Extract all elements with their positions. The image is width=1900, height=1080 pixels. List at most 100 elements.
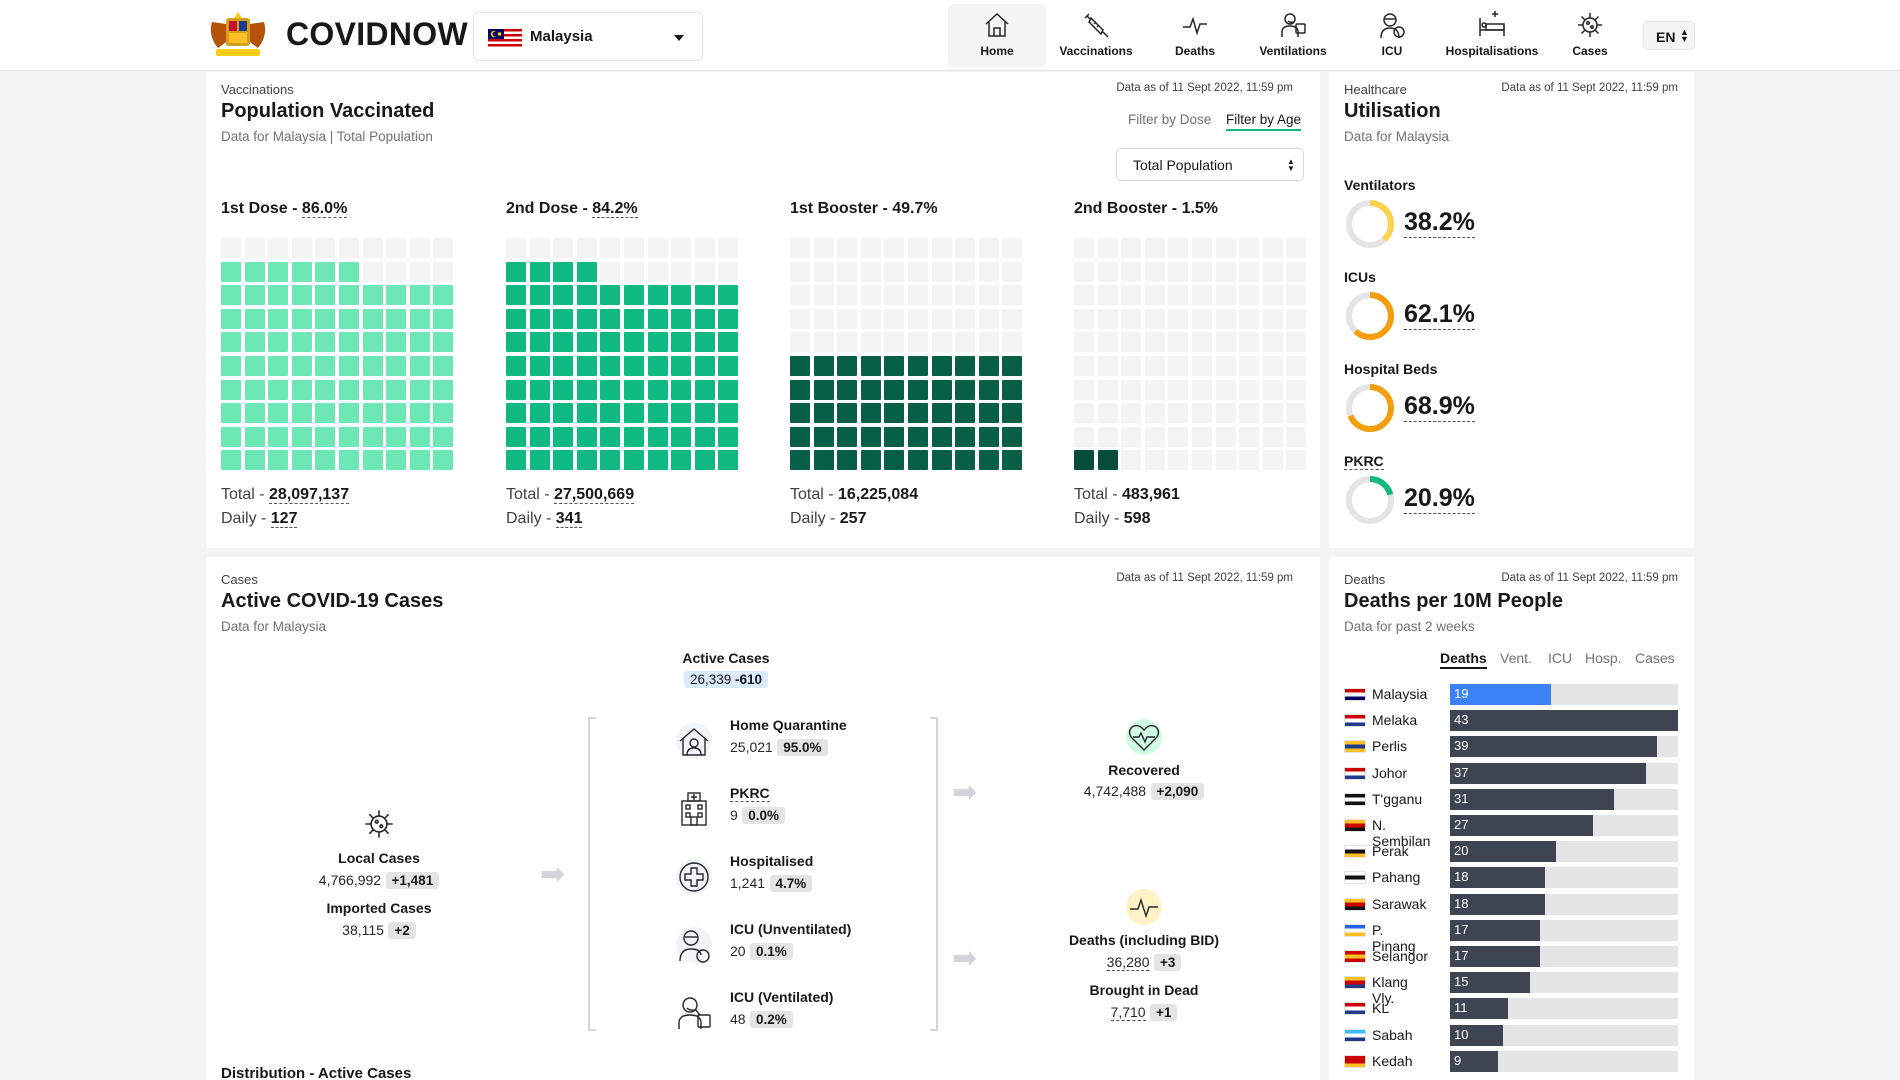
- pkrc-value[interactable]: 20.9%: [1404, 484, 1475, 514]
- waffle-cell: [694, 450, 715, 471]
- bar: 18: [1450, 867, 1546, 889]
- waffle-cell: [1168, 308, 1189, 329]
- dose-2-daily: Daily - 341: [506, 510, 583, 528]
- waffle-cell: [1239, 285, 1260, 306]
- bracket-left: [588, 717, 596, 1031]
- dose-2-label: 2nd Dose -: [506, 200, 593, 217]
- country-select[interactable]: Malaysia: [473, 12, 703, 61]
- icus-value[interactable]: 62.1%: [1404, 300, 1475, 330]
- waffle-cell: [529, 332, 550, 353]
- population-select[interactable]: Total Population ▲ ▼: [1116, 148, 1304, 181]
- pkrc-label[interactable]: PKRC: [1344, 453, 1384, 470]
- tab-hosp[interactable]: Hosp.: [1585, 650, 1622, 666]
- waffle-cell: [362, 450, 383, 471]
- dose-1-percentage[interactable]: 86.0%: [301, 200, 348, 218]
- bid-stats: 7,710 +1: [1044, 1004, 1244, 1022]
- waffle-cell: [718, 308, 739, 329]
- nav-vaccinations[interactable]: Vaccinations: [1054, 4, 1138, 67]
- waffle-cell: [813, 426, 834, 447]
- waffle-cell: [529, 355, 550, 376]
- bar-value: 39: [1454, 738, 1469, 754]
- waffle-cell: [1074, 403, 1094, 424]
- dose-2-total-value[interactable]: 27,500,669: [554, 486, 635, 504]
- hospital-beds-value[interactable]: 68.9%: [1404, 392, 1475, 422]
- waffle-cell: [1002, 379, 1023, 400]
- waffle-cell: [884, 238, 905, 258]
- breakdown-label[interactable]: PKRC: [730, 785, 770, 802]
- waffle-cell: [671, 332, 692, 353]
- bar: 37: [1450, 762, 1647, 784]
- malaysia-crest-logo[interactable]: [206, 12, 270, 58]
- ventilators-value[interactable]: 38.2%: [1404, 208, 1475, 238]
- tab-vent[interactable]: Vent.: [1500, 650, 1532, 666]
- recovered-value: 4,742,488: [1083, 783, 1147, 799]
- booster-2-daily-value: 598: [1123, 510, 1151, 527]
- tab-icu[interactable]: ICU: [1548, 650, 1573, 666]
- waffle-cell: [1144, 355, 1165, 376]
- waffle-cell: [221, 426, 241, 447]
- waffle-cell: [576, 261, 597, 282]
- active-cases-label: Active Cases: [682, 650, 770, 666]
- waffle-cell: [362, 426, 383, 447]
- waffle-cell: [837, 261, 858, 282]
- bar-label: Perak: [1372, 843, 1409, 860]
- waffle-cell: [433, 379, 454, 400]
- waffle-cell: [576, 403, 597, 424]
- nav-ventilations[interactable]: Ventilations: [1244, 4, 1342, 67]
- waffle-cell: [291, 238, 312, 258]
- waffle-cell: [1215, 403, 1236, 424]
- waffle-cell: [362, 261, 383, 282]
- waffle-cell: [907, 332, 928, 353]
- waffle-cell: [884, 403, 905, 424]
- nav-deaths[interactable]: Deaths: [1150, 4, 1240, 67]
- waffle-cell: [647, 261, 668, 282]
- waffle-cell: [884, 379, 905, 400]
- filter-by-age-tab[interactable]: Filter by Age: [1226, 112, 1302, 131]
- nav-cases[interactable]: Cases: [1550, 4, 1630, 67]
- filter-by-dose-tab[interactable]: Filter by Dose: [1128, 112, 1212, 127]
- waffle-cell: [268, 238, 289, 258]
- waffle-cell: [291, 379, 312, 400]
- dose-1-total-label: Total -: [221, 486, 270, 503]
- waffle-cell: [409, 450, 430, 471]
- waffle-cell: [790, 355, 810, 376]
- vaccination-as-of: Data as of 11 Sept 2022, 11:59 pm: [1116, 82, 1293, 94]
- breakdown-value: 1,241: [730, 875, 766, 891]
- waffle-cell: [600, 355, 621, 376]
- brand-title[interactable]: COVIDNOW: [286, 16, 468, 52]
- waffle-cell: [600, 308, 621, 329]
- waffle-cell: [433, 426, 454, 447]
- waffle-cell: [1144, 308, 1165, 329]
- bar-label: N. Sembilan: [1372, 817, 1431, 849]
- dose-2-daily-value[interactable]: 341: [555, 510, 583, 528]
- nav-deaths-label: Deaths: [1174, 44, 1215, 58]
- dose-1-daily-value[interactable]: 127: [270, 510, 298, 528]
- waffle-cell: [1239, 308, 1260, 329]
- nav-hospitalisations[interactable]: Hospitalisations: [1442, 4, 1542, 67]
- deaths-panel-kicker: Deaths: [1344, 572, 1386, 587]
- waffle-cell: [244, 332, 265, 353]
- deaths-panel-subtitle: Data for past 2 weeks: [1344, 619, 1475, 634]
- nav-icu[interactable]: ICU: [1350, 4, 1434, 67]
- tab-cases[interactable]: Cases: [1635, 650, 1675, 666]
- bid-value[interactable]: 7,710: [1110, 1004, 1146, 1021]
- language-select[interactable]: EN ▲ ▼: [1643, 21, 1695, 50]
- waffle-cell: [623, 238, 644, 258]
- waffle-cell: [694, 426, 715, 447]
- bar: 43: [1450, 710, 1678, 732]
- bar-value: 27: [1454, 817, 1469, 832]
- waffle-cell: [931, 308, 952, 329]
- dose-2-percentage[interactable]: 84.2%: [592, 200, 638, 218]
- dose-1-total-value[interactable]: 28,097,137: [269, 486, 350, 504]
- waffle-cell: [694, 238, 715, 258]
- waffle-cell: [1002, 332, 1023, 353]
- waffle-cell: [1121, 308, 1142, 329]
- tab-deaths[interactable]: Deaths: [1440, 650, 1487, 669]
- waffle-cell: [955, 308, 976, 329]
- waffle-cell: [315, 450, 336, 471]
- vaccination-subtitle-scope: Data for Malaysia: [221, 129, 327, 144]
- nav-home[interactable]: Home: [948, 4, 1046, 67]
- state-flag-icon: [1344, 1028, 1366, 1042]
- deaths-value[interactable]: 36,280: [1106, 954, 1150, 971]
- bar-label: Kedah: [1372, 1052, 1413, 1069]
